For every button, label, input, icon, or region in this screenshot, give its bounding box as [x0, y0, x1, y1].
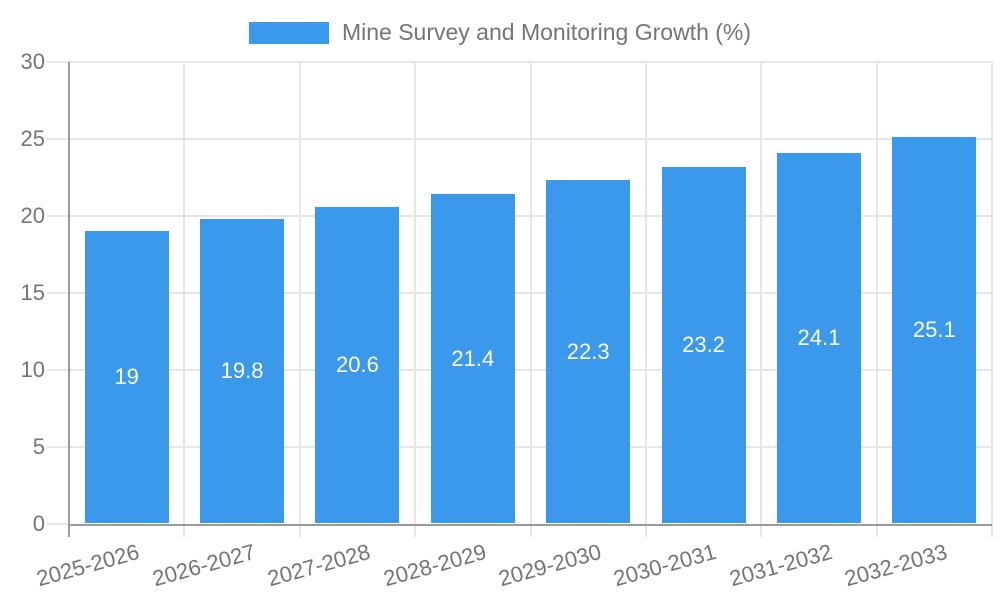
x-axis-category-label: 2030-2031 — [611, 538, 720, 591]
chart-legend: Mine Survey and Monitoring Growth (%) — [0, 19, 1000, 45]
x-axis-category-label: 2031-2032 — [726, 538, 835, 591]
bar-value-label: 25.1 — [912, 317, 956, 343]
x-gridline — [760, 62, 763, 524]
x-gridline — [183, 62, 186, 524]
x-axis-category-label: 2032-2033 — [841, 538, 950, 591]
y-axis-tick — [47, 137, 69, 140]
bar-2032-2033[interactable] — [892, 137, 977, 524]
x-gridline — [644, 62, 647, 524]
bar-value-label: 23.2 — [682, 332, 725, 358]
bar-value-label: 19 — [114, 364, 139, 390]
y-axis-tick-label: 30 — [20, 49, 45, 74]
y-axis-tick — [47, 368, 69, 371]
x-axis-line — [69, 523, 992, 526]
bar-value-label: 21.4 — [451, 345, 495, 371]
y-axis-tick-label: 20 — [20, 202, 45, 228]
y-axis-tick-label: 0 — [32, 510, 45, 536]
y-axis-tick — [47, 291, 69, 294]
bar-2027-2028[interactable] — [315, 206, 400, 524]
legend-series-label[interactable]: Mine Survey and Monitoring Growth (%) — [341, 19, 752, 45]
x-axis-tick — [298, 523, 301, 537]
bar-2031-2032[interactable] — [776, 152, 861, 524]
legend-swatch-icon[interactable] — [248, 21, 329, 44]
y-axis-tick — [47, 214, 69, 217]
bar-2028-2029[interactable] — [430, 194, 515, 524]
x-axis-category-label: 2029-2030 — [495, 538, 604, 591]
bar-2026-2027[interactable] — [200, 218, 285, 524]
x-axis-category-label: 2026-2027 — [149, 538, 258, 591]
x-axis-tick — [529, 523, 532, 537]
x-gridline — [875, 62, 878, 524]
y-axis-tick — [47, 61, 69, 63]
y-axis-tick-label: 10 — [20, 356, 45, 382]
bar-2030-2031[interactable] — [661, 166, 746, 524]
x-axis-category-label: 2025-2026 — [34, 538, 143, 591]
y-axis-tick-label: 5 — [32, 433, 45, 459]
x-axis-tick — [991, 523, 993, 537]
x-axis-category-label: 2027-2028 — [265, 538, 374, 591]
x-gridline — [529, 62, 532, 524]
y-axis-line — [68, 62, 70, 537]
y-axis-tick — [47, 522, 69, 525]
x-axis-tick — [760, 523, 763, 537]
bar-value-label: 22.3 — [566, 338, 610, 364]
x-gridline — [414, 62, 417, 524]
y-axis-tick — [47, 445, 69, 448]
x-axis-tick — [414, 523, 417, 537]
x-axis-tick — [644, 523, 647, 537]
bar-2029-2030[interactable] — [546, 180, 631, 524]
bar-value-label: 20.6 — [336, 352, 379, 378]
y-axis-tick-label: 25 — [20, 125, 45, 151]
bar-value-label: 19.8 — [220, 358, 264, 384]
x-gridline — [991, 62, 993, 524]
x-axis-tick — [875, 523, 878, 537]
x-axis-category-label: 2028-2029 — [380, 538, 489, 591]
bar-2025-2026[interactable] — [84, 231, 169, 524]
x-gridline — [298, 62, 301, 524]
y-axis-tick-label: 15 — [20, 279, 45, 305]
bar-value-label: 24.1 — [797, 325, 841, 351]
x-axis-tick — [183, 523, 186, 537]
